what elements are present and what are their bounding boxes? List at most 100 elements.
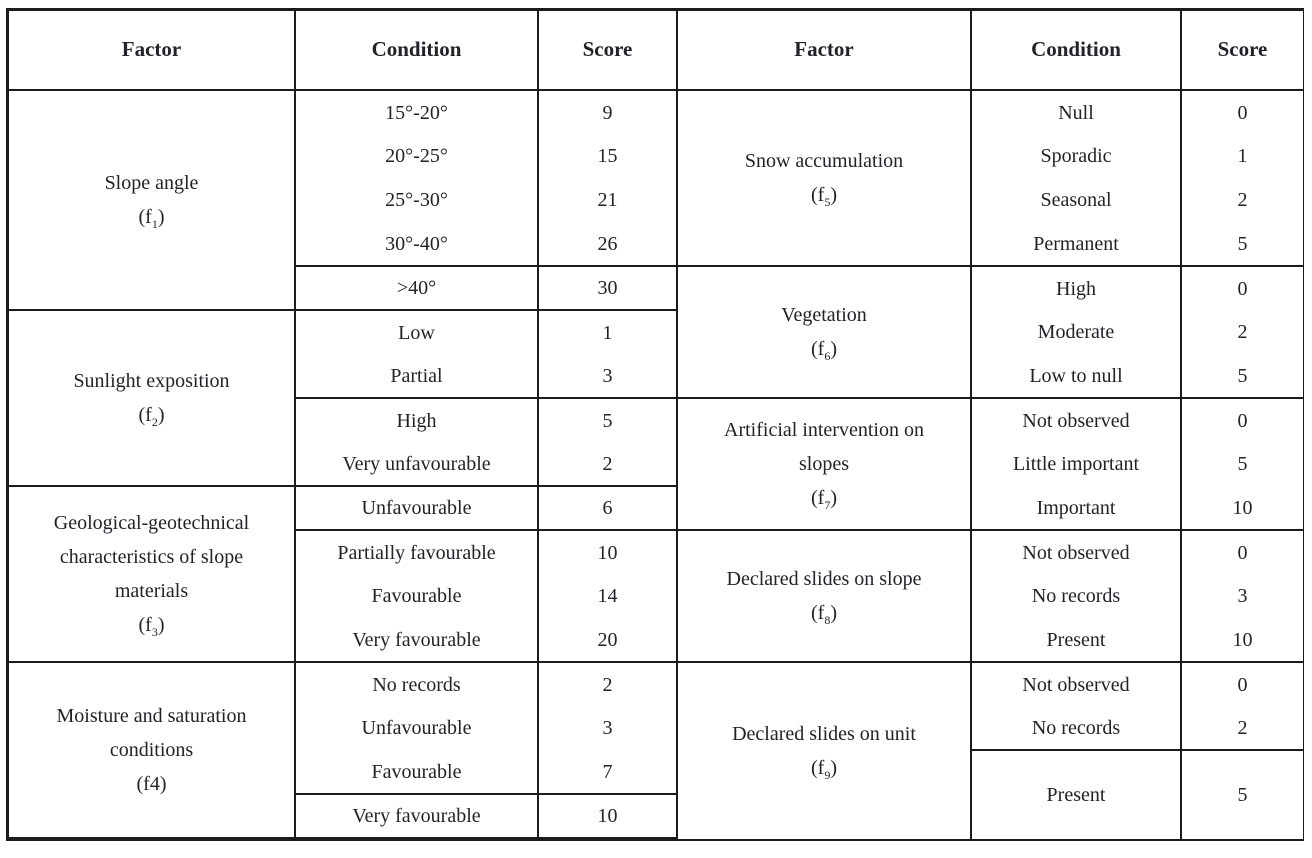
factor-label-line: Vegetation (781, 304, 867, 326)
condition-cell: Moderate (971, 310, 1182, 354)
table-row: Little important 5 (678, 442, 1303, 486)
table-row: Artificial intervention on slopes (f7) Not … (678, 398, 1303, 531)
factor-label-line: materials (114, 580, 189, 602)
condition-cell: Not observed (971, 530, 1182, 574)
factor-cell: Declared slides on unit (f9) (678, 662, 972, 841)
table-row: >40° 30 (9, 266, 677, 311)
condition-cell: Seasonal (971, 178, 1182, 222)
condition-cell: Partially favourable (295, 530, 539, 574)
table-row: Geological-geotechnical characteristics o… (9, 486, 677, 663)
table-row: Partially favourable 10 (9, 530, 677, 574)
score-cell: 3 (538, 706, 677, 750)
score-cell: 5 (1181, 442, 1303, 486)
condition-cell: >40° (295, 266, 539, 311)
factor-subscript: 6 (824, 349, 831, 363)
score-cell: 14 (538, 574, 677, 618)
condition-cell: 20°-25° (295, 134, 539, 178)
factor-cell: Moisture and saturation conditions (f4) (9, 662, 296, 839)
column-header-score: Score (538, 11, 677, 91)
factor-scoring-table: Factor Condition Score Slope angle (f1) 15°-2… (6, 8, 1304, 841)
factor-label-line: slopes (799, 453, 849, 475)
factor-cell: Declared slides on slope (f8) (678, 530, 972, 663)
factor-cell: Vegetation (f6) (678, 266, 972, 399)
table-row: Very unfavourable 2 (9, 442, 677, 487)
factor-cell: Geological-geotechnical characteristics o… (9, 486, 296, 663)
factor-subscript: 1 (151, 217, 158, 231)
table-row: Sunlight exposition (f2) Low 1 (9, 310, 677, 487)
table-row: Sporadic 1 (678, 134, 1303, 178)
score-cell: 2 (1181, 178, 1303, 222)
score-cell: 10 (538, 530, 677, 574)
table-row: 25°-30° 21 (9, 178, 677, 222)
factor-cell: Snow accumulation (f5) (678, 90, 972, 267)
score-cell: 2 (538, 662, 677, 706)
score-cell: 2 (1181, 310, 1303, 354)
table-row: Declared slides on unit (f9) Not observed 0 (678, 662, 1303, 841)
table-row: Favourable 7 (9, 750, 677, 795)
factor-label-line: (f6) (811, 338, 837, 363)
condition-cell: No records (295, 662, 539, 706)
score-cell: 2 (538, 442, 677, 487)
column-header-factor: Factor (9, 11, 296, 91)
table-row: Very favourable 10 (9, 794, 677, 839)
header-row: Factor Condition Score (9, 11, 677, 91)
condition-cell: No records (971, 706, 1182, 751)
table-row: Favourable 14 (9, 574, 677, 618)
table-row: Important 10 (678, 486, 1303, 531)
factor-label-line: Snow accumulation (744, 150, 904, 172)
table-row: High 5 (9, 398, 677, 442)
condition-cell: Low (295, 310, 539, 354)
scoring-table-left: Factor Condition Score Slope angle (f1) 15°-2… (9, 11, 678, 839)
condition-cell: Very favourable (295, 794, 539, 839)
condition-cell: High (971, 266, 1182, 310)
header-row: Factor Condition Score (678, 11, 1303, 91)
score-cell: 1 (1181, 134, 1303, 178)
factor-label-line: (f8) (811, 602, 837, 627)
table-row: Permanent 5 (678, 222, 1303, 267)
table-row: Moderate 2 (678, 310, 1303, 354)
table-row: Present 10 (678, 618, 1303, 663)
score-cell: 7 (538, 750, 677, 795)
factor-label-line: (f9) (811, 757, 837, 782)
score-cell: 0 (1181, 530, 1303, 574)
factor-label-line: Declared slides on slope (726, 568, 922, 590)
score-cell: 3 (1181, 574, 1303, 618)
score-cell: 5 (538, 398, 677, 442)
condition-cell: Present (971, 618, 1182, 663)
score-cell: 10 (1181, 486, 1303, 531)
table-row: No records 2 (678, 706, 1303, 751)
score-cell: 21 (538, 178, 677, 222)
score-cell: 2 (1181, 706, 1303, 751)
condition-cell: Very favourable (295, 618, 539, 663)
factor-subscript: 5 (824, 195, 831, 209)
table-row: Unfavourable 3 (9, 706, 677, 750)
condition-cell: Present (971, 750, 1182, 841)
table-row: Present 5 (678, 750, 1303, 841)
factor-label-line: (f3) (138, 614, 165, 639)
condition-cell: Important (971, 486, 1182, 531)
condition-cell: High (295, 398, 539, 442)
score-cell: 5 (1181, 222, 1303, 267)
score-cell: 30 (538, 266, 677, 311)
factor-label-line: (f7) (811, 487, 837, 512)
score-cell: 3 (538, 354, 677, 399)
column-header-score: Score (1181, 11, 1303, 91)
score-cell: 0 (1181, 662, 1303, 706)
score-cell: 1 (538, 310, 677, 354)
score-cell: 9 (538, 90, 677, 134)
score-cell: 0 (1181, 266, 1303, 310)
factor-cell: Slope angle (f1) (9, 90, 296, 311)
column-header-condition: Condition (295, 11, 539, 91)
factor-label-line: (f1) (138, 206, 165, 231)
factor-label-line: (f4) (136, 773, 167, 795)
condition-cell: Permanent (971, 222, 1182, 267)
factor-label-line: conditions (109, 739, 194, 761)
score-cell: 10 (1181, 618, 1303, 663)
factor-subscript: 3 (151, 625, 158, 639)
table-row: Low to null 5 (678, 354, 1303, 399)
table-row: Declared slides on slope (f8) Not observed… (678, 530, 1303, 663)
factor-label-line: (f2) (138, 404, 165, 429)
score-cell: 5 (1181, 750, 1303, 841)
factor-label-line: Sunlight exposition (73, 370, 230, 392)
table-row: Seasonal 2 (678, 178, 1303, 222)
